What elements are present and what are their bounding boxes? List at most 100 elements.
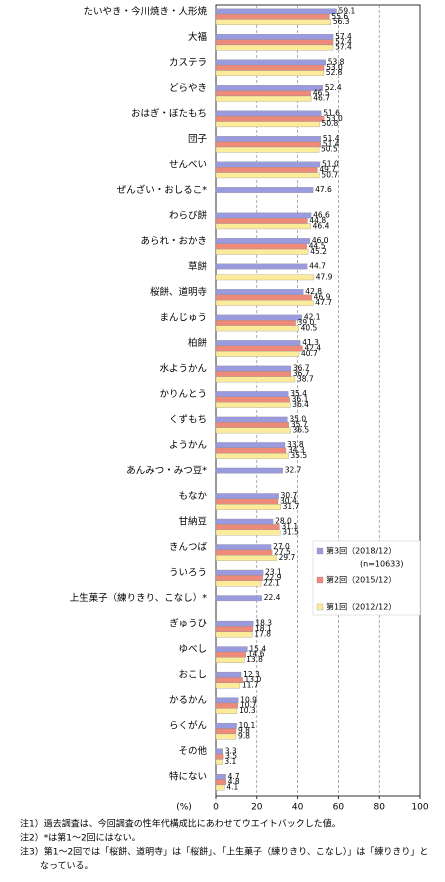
value-label: 22.1 (263, 579, 280, 588)
bar (215, 595, 262, 602)
bar (215, 238, 310, 244)
value-label: 45.2 (310, 247, 327, 256)
value-label: 44.7 (309, 262, 326, 271)
category-label: 大福 (188, 31, 207, 43)
bar (215, 39, 334, 46)
category-label: 特にない (169, 771, 207, 783)
value-label: 9.8 (238, 732, 250, 741)
value-label: 27.5 (274, 548, 291, 557)
value-label: 32.7 (285, 466, 302, 475)
bar (215, 320, 296, 326)
bar (215, 289, 304, 295)
bar (215, 121, 320, 128)
value-label: 14.6 (248, 650, 265, 659)
value-label: 49.7 (319, 165, 336, 174)
category-label: おはぎ・ぼたもち (131, 107, 207, 119)
value-label: 29.7 (279, 553, 296, 562)
bar (215, 631, 253, 638)
value-label: 46.6 (313, 210, 330, 219)
category-label: ゆべし (178, 644, 207, 655)
bar (215, 59, 326, 66)
value-label: 57.4 (335, 43, 352, 52)
value-label: 47.6 (315, 185, 332, 194)
bar (215, 453, 289, 459)
value-label: 22.9 (265, 573, 282, 582)
value-label: 57.4 (335, 32, 352, 41)
value-label: 3.3 (225, 746, 237, 755)
x-tick-label: 100 (411, 803, 428, 813)
bar (215, 141, 322, 148)
footnote: 注2）*は第1～2回にはない。 (20, 832, 141, 844)
value-label: 11.7 (242, 681, 259, 690)
bar (215, 682, 241, 689)
bar (215, 274, 314, 281)
value-label: 10.1 (239, 721, 256, 730)
bar (215, 110, 322, 117)
value-label: 41.3 (302, 338, 319, 347)
value-label: 44.8 (309, 216, 326, 225)
bar (215, 13, 330, 20)
bar (215, 376, 296, 383)
bar (215, 708, 238, 714)
bar (215, 575, 263, 581)
legend-swatch (316, 603, 324, 611)
value-label: 4.1 (226, 783, 238, 792)
category-label: あんみつ・みつ豆* (126, 466, 207, 477)
bar (215, 651, 246, 658)
bar (215, 64, 325, 71)
bar (215, 223, 311, 230)
value-label: 51.6 (323, 108, 340, 117)
bar (215, 8, 337, 15)
bar (215, 518, 274, 525)
value-label: 53.0 (326, 114, 343, 123)
category-label: おこし (178, 670, 207, 681)
value-label: 34.3 (288, 446, 305, 455)
legend-box (312, 540, 421, 616)
value-label: 50.8 (322, 119, 339, 128)
category-label: かりんとう (159, 389, 207, 400)
bar (215, 728, 237, 735)
legend-label: 第2回（2015/12） (326, 575, 396, 585)
value-label: 12.3 (243, 670, 260, 679)
bar (215, 759, 223, 765)
category-label: もなか (178, 491, 207, 502)
footnote: 注3）第1～2回では「桜餅、道明寺」は「桜餅」、「上生菓子（練りきり、こなし）」… (20, 846, 428, 858)
bar (215, 722, 237, 729)
legend-swatch (316, 547, 324, 555)
value-label: 4.8 (228, 777, 240, 786)
value-label: 30.4 (280, 497, 297, 506)
category-label: くずもち (169, 415, 207, 426)
value-label: 35.4 (290, 389, 307, 398)
bar (215, 580, 262, 587)
value-label: 4.7 (228, 772, 240, 781)
category-label: 桜餅、道明寺 (150, 286, 208, 298)
value-label: 9.8 (238, 726, 250, 735)
category-label: ういろう (169, 568, 207, 579)
x-tick-label: 20 (251, 803, 263, 813)
bar (215, 416, 288, 423)
category-label: あられ・おかき (140, 236, 207, 247)
value-label: 46.0 (312, 236, 329, 245)
bar (215, 498, 279, 505)
bar (215, 314, 303, 321)
bar (215, 95, 312, 102)
bar (215, 391, 289, 397)
bar (215, 340, 301, 346)
value-label: 35.7 (291, 420, 308, 429)
value-label: 10.7 (240, 701, 257, 710)
value-label: 31.5 (282, 527, 299, 536)
bar (215, 529, 281, 536)
category-label: 団子 (188, 134, 208, 145)
category-label: かるかん (169, 695, 207, 706)
value-label: 10.3 (239, 706, 256, 715)
value-label: 47.7 (315, 298, 332, 307)
bar (215, 442, 286, 448)
category-label: きんつば (169, 542, 208, 553)
category-label: せんべい (169, 159, 207, 170)
category-label: ようかん (169, 440, 207, 451)
legend-label: 第1回（2012/12） (326, 602, 396, 612)
bar (215, 243, 307, 250)
bar (215, 657, 245, 663)
value-label: 17.8 (254, 630, 271, 639)
value-label: 15.4 (249, 644, 266, 653)
